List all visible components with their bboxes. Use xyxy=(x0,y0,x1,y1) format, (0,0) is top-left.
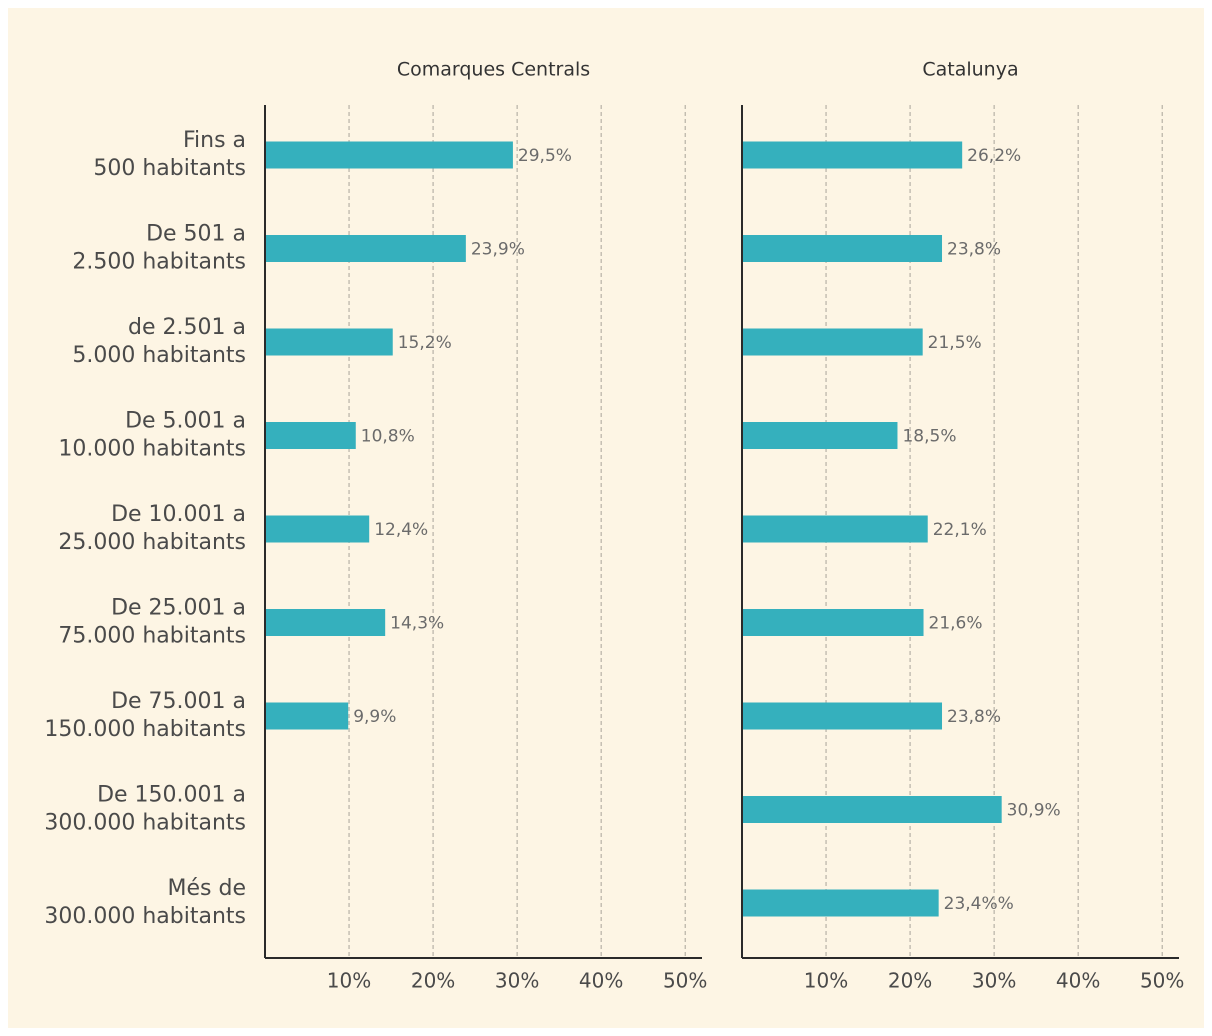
value-label: 23,4%% xyxy=(944,894,1014,914)
bar xyxy=(265,609,386,636)
x-tick-label: 30% xyxy=(972,969,1016,993)
value-label: 21,5% xyxy=(928,333,982,353)
category-label: Fins a 500 habitants xyxy=(93,128,246,181)
value-label: 12,4% xyxy=(374,520,428,540)
value-label: 21,6% xyxy=(929,614,983,634)
bar xyxy=(265,422,356,449)
bar xyxy=(265,141,513,169)
value-label: 10,8% xyxy=(361,427,415,447)
bar xyxy=(742,702,943,730)
bar xyxy=(265,702,349,730)
x-tick-label: 10% xyxy=(327,969,371,993)
bar xyxy=(265,235,466,262)
category-label: De 10.001 a 25.000 habitants xyxy=(58,502,246,555)
value-label: 23,8% xyxy=(947,240,1001,260)
category-label: De 5.001 a 10.000 habitants xyxy=(58,409,246,462)
background xyxy=(8,8,1204,1028)
bar xyxy=(742,889,939,917)
category-label: Més de 300.000 habitants xyxy=(44,876,246,929)
value-label: 15,2% xyxy=(398,333,452,353)
x-tick-label: 50% xyxy=(663,969,707,993)
bar xyxy=(742,515,928,543)
x-tick-label: 20% xyxy=(888,969,932,993)
value-label: 29,5% xyxy=(518,146,572,166)
bar xyxy=(265,515,370,543)
category-label: De 25.001 a 75.000 habitants xyxy=(58,596,246,649)
x-tick-label: 10% xyxy=(804,969,848,993)
panel-title: Comarques Centrals xyxy=(397,59,590,81)
value-label: 9,9% xyxy=(353,707,396,727)
category-label: De 150.001 a 300.000 habitants xyxy=(44,783,246,836)
value-label: 14,3% xyxy=(390,614,444,634)
value-label: 23,9% xyxy=(471,240,525,260)
bar xyxy=(742,235,943,262)
value-label: 18,5% xyxy=(902,427,956,447)
value-label: 22,1% xyxy=(933,520,987,540)
bar xyxy=(742,328,923,356)
value-label: 30,9% xyxy=(1007,801,1061,821)
panel-title: Catalunya xyxy=(922,59,1018,81)
x-tick-label: 20% xyxy=(411,969,455,993)
x-tick-label: 50% xyxy=(1140,969,1184,993)
bar xyxy=(742,141,963,169)
x-tick-label: 40% xyxy=(1056,969,1100,993)
bar xyxy=(265,328,393,356)
bar xyxy=(742,796,1002,823)
value-label: 26,2% xyxy=(967,146,1021,166)
x-tick-label: 40% xyxy=(579,969,623,993)
x-tick-label: 30% xyxy=(495,969,539,993)
bar xyxy=(742,422,898,449)
bar xyxy=(742,609,924,636)
category-label: De 501 a 2.500 habitants xyxy=(72,222,246,275)
value-label: 23,8% xyxy=(947,707,1001,727)
category-label: De 75.001 a 150.000 habitants xyxy=(44,689,246,742)
category-label: de 2.501 a 5.000 habitants xyxy=(72,315,246,368)
